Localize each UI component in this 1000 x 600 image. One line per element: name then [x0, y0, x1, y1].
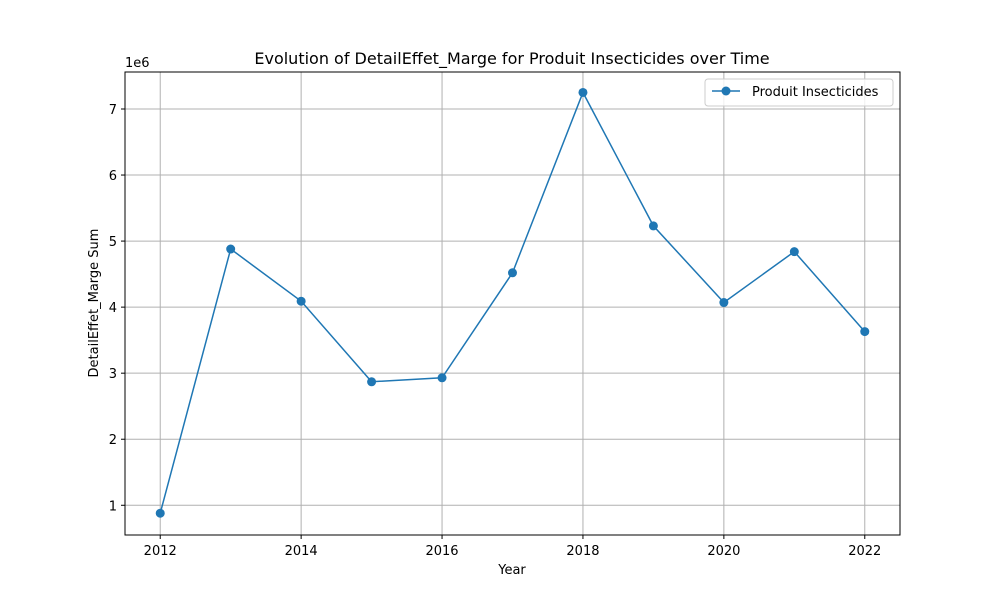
legend-marker [721, 86, 731, 96]
y-tick-label: 6 [109, 169, 117, 184]
y-axis-label: DetailEffet_Marge Sum [87, 229, 102, 378]
y-tick-label: 4 [109, 301, 117, 316]
y-axis-offset-label: 1e6 [125, 56, 150, 71]
x-tick-label: 2014 [285, 544, 318, 559]
data-point [648, 221, 658, 231]
x-tick-label: 2022 [848, 544, 881, 559]
y-tick-label: 7 [109, 103, 117, 118]
data-point [789, 247, 799, 257]
y-tick-label: 2 [109, 433, 117, 448]
data-point [367, 377, 377, 387]
x-tick-label: 2012 [144, 544, 177, 559]
legend-label: Produit Insecticides [752, 85, 879, 100]
data-point [155, 508, 165, 518]
axis-ticks: 2012 2014 2016 2018 2020 2022 1 2 3 4 5 6 7 [109, 103, 882, 559]
grid [125, 72, 900, 535]
chart-title: Evolution of DetailEffet_Marge for Produ… [254, 49, 769, 69]
series [155, 87, 870, 518]
y-tick-label: 5 [109, 235, 117, 250]
data-point [508, 268, 517, 278]
data-point [860, 327, 870, 337]
x-tick-label: 2020 [707, 544, 740, 559]
data-point [578, 87, 588, 97]
data-point [719, 298, 729, 308]
y-tick-label: 1 [109, 499, 117, 514]
data-point [437, 373, 447, 383]
x-tick-label: 2018 [566, 544, 599, 559]
plot-area-frame [124, 71, 901, 536]
data-point [296, 296, 306, 306]
legend: Produit Insecticides [704, 78, 894, 107]
legend-box [704, 78, 894, 107]
x-tick-label: 2016 [425, 544, 458, 559]
x-axis-label: Year [497, 563, 526, 578]
y-tick-label: 3 [109, 367, 117, 382]
data-point [226, 244, 236, 254]
